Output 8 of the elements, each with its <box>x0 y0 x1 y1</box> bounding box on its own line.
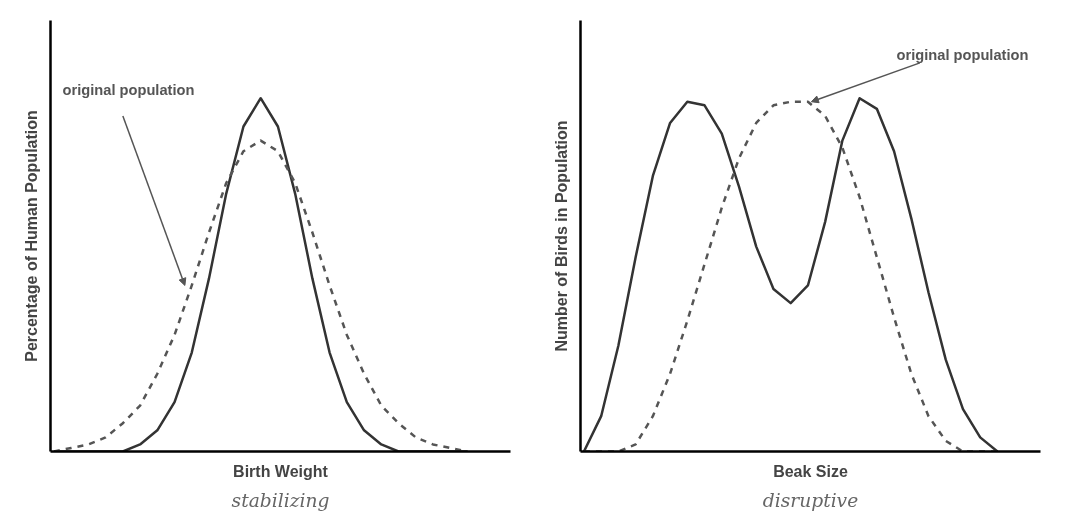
text: original population <box>896 46 1029 63</box>
text: stabilizing <box>231 489 330 511</box>
annotation: original population <box>62 82 195 99</box>
y-axis-title: Number of Birds in Population <box>552 120 570 352</box>
text: disruptive <box>762 489 859 511</box>
y-axis-title: Percentage of Human Population <box>22 110 40 362</box>
x-axis-title: Beak Size <box>773 462 848 480</box>
x-axis-title: Birth Weight <box>233 462 329 480</box>
